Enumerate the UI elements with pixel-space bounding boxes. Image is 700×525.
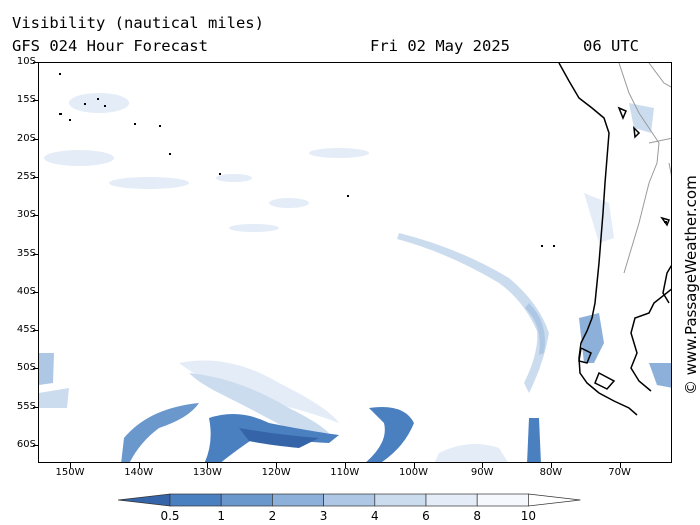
longitude-label: 90W <box>470 467 494 478</box>
legend-segment <box>323 493 376 507</box>
latitude-tick <box>33 138 38 140</box>
longitude-tick <box>550 463 552 468</box>
latitude-tick <box>33 330 38 332</box>
longitude-label: 120W <box>261 467 291 478</box>
latitude-label: 60S <box>16 439 36 450</box>
latitude-tick <box>33 176 38 178</box>
legend-value-label: 10 <box>520 509 537 523</box>
map-title: Visibility (nautical miles) <box>12 14 264 32</box>
latitude-tick <box>33 291 38 293</box>
latitude-label: 30S <box>16 209 36 221</box>
latitude-tick <box>33 62 38 63</box>
legend-arrow-high <box>528 493 581 507</box>
visibility-shading <box>39 93 671 462</box>
longitude-label: 70W <box>608 467 631 478</box>
longitude-label: 130W <box>192 467 222 478</box>
longitude-label: 80W <box>539 467 563 478</box>
latitude-tick <box>33 368 38 370</box>
legend-segment <box>374 493 427 507</box>
latitude-label: 50S <box>16 362 36 374</box>
visibility-map <box>38 62 672 463</box>
legend-segment <box>476 493 529 507</box>
coastline <box>558 63 671 416</box>
latitude-label: 20S <box>16 132 36 144</box>
forecast-subtitle: GFS 024 Hour Forecast <box>12 37 208 55</box>
longitude-label: 150W <box>55 467 85 478</box>
latitude-label: 25S <box>16 170 36 182</box>
longitude-tick <box>138 463 140 468</box>
legend-value-label: 1 <box>217 509 226 523</box>
longitude-tick <box>413 463 415 468</box>
latitude-tick <box>33 100 38 102</box>
latitude-tick <box>33 253 38 255</box>
longitude-label: 140W <box>124 467 154 478</box>
longitude-tick <box>619 463 621 468</box>
longitude-tick <box>70 463 71 468</box>
latitude-label: 15S <box>16 94 36 106</box>
latitude-label: 55S <box>16 400 36 412</box>
credit-text: © www.PassageWeather.com <box>682 175 700 395</box>
forecast-date: Fri 02 May 2025 <box>370 37 510 55</box>
legend-segment <box>272 493 324 507</box>
longitude-tick <box>344 463 346 468</box>
longitude-label: 110W <box>330 467 360 478</box>
legend-value-label: 4 <box>370 509 379 523</box>
legend-segment <box>425 493 478 507</box>
longitude-tick <box>276 463 278 468</box>
legend-segment <box>169 493 222 507</box>
longitude-tick <box>482 463 484 468</box>
latitude-tick <box>33 215 38 217</box>
latitude-label: 45S <box>16 324 36 336</box>
legend-value-label: 2 <box>268 509 277 523</box>
legend-arrow-low <box>117 493 171 507</box>
latitude-tick <box>33 406 38 408</box>
pacific-islands <box>59 73 667 247</box>
longitude-label: 100W <box>399 467 428 478</box>
legend-value-label: 3 <box>319 509 328 523</box>
latitude-label: 35S <box>16 247 36 259</box>
legend-value-label: 0.5 <box>160 509 180 523</box>
latitude-tick <box>33 445 38 446</box>
latitude-label: 10S <box>16 56 36 67</box>
map-canvas <box>39 63 671 462</box>
latitude-label: 40S <box>16 285 36 297</box>
country-borders <box>618 63 671 274</box>
legend-segment <box>220 493 273 507</box>
legend-value-label: 8 <box>473 509 482 523</box>
legend-colorbar <box>117 493 581 507</box>
forecast-time: 06 UTC <box>583 37 639 55</box>
longitude-tick <box>207 463 209 468</box>
visibility-legend: 0.5 1 2 3 4 6 8 10 <box>117 490 583 525</box>
legend-value-label: 6 <box>422 509 430 523</box>
